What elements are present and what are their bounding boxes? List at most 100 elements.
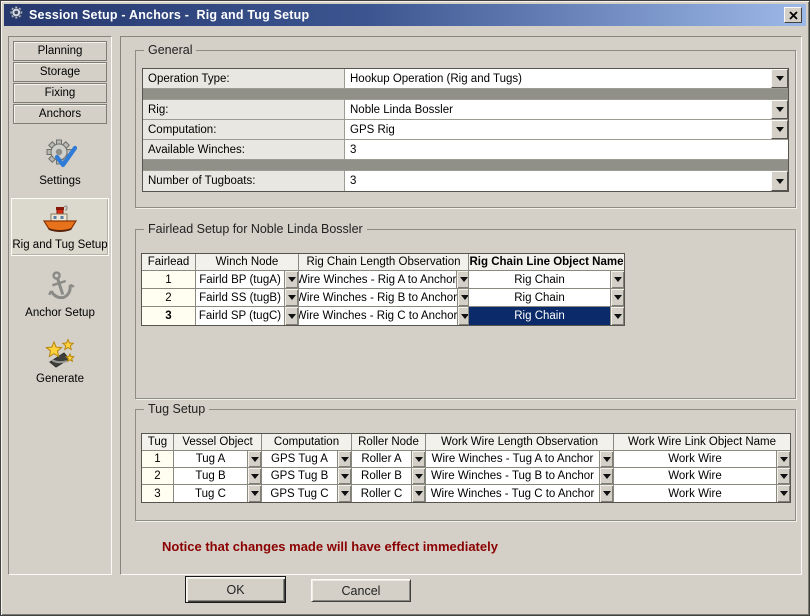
chevron-down-icon bbox=[602, 456, 611, 462]
work-wire-length-observation-dropdown[interactable]: Wire Winches - Tug C to Anchor bbox=[426, 485, 614, 502]
sidebar-item-label: Rig and Tug Setup bbox=[12, 239, 108, 251]
vessel-object-dropdown[interactable]: Tug A bbox=[174, 451, 262, 468]
dropdown-arrow-button[interactable] bbox=[337, 451, 351, 467]
sidebar-item-generate[interactable]: Generate bbox=[11, 330, 109, 390]
dropdown-arrow-button[interactable] bbox=[247, 468, 261, 484]
sidebar-button-planning[interactable]: Planning bbox=[13, 41, 107, 61]
fairlead-number-cell: 3 bbox=[142, 307, 196, 325]
dropdown-arrow-button[interactable] bbox=[457, 289, 468, 306]
dropdown-value: Roller B bbox=[361, 470, 402, 482]
roller-node-dropdown[interactable]: Roller B bbox=[352, 468, 426, 485]
dropdown-arrow-button[interactable] bbox=[411, 451, 425, 467]
computation-dropdown[interactable]: GPS Tug C bbox=[262, 485, 352, 502]
rig-chain-length-observation-dropdown[interactable]: Wire Winches - Rig B to Anchor bbox=[299, 289, 469, 307]
chevron-down-icon bbox=[775, 178, 784, 184]
dropdown-arrow-button[interactable] bbox=[771, 100, 788, 119]
winch-node-dropdown[interactable]: Fairld BP (tugA) bbox=[196, 271, 299, 289]
winch-node-dropdown[interactable]: Fairld SP (tugC) bbox=[196, 307, 299, 325]
vessel-object-dropdown[interactable]: Tug B bbox=[174, 468, 262, 485]
dropdown-arrow-button[interactable] bbox=[337, 468, 351, 484]
rig-dropdown[interactable]: Noble Linda Bossler bbox=[345, 100, 788, 119]
chevron-down-icon bbox=[287, 295, 296, 300]
dropdown-value: Wire Winches - Rig B to Anchor bbox=[299, 291, 458, 304]
sidebar-item-settings[interactable]: Settings bbox=[11, 132, 109, 192]
work-wire-link-object-dropdown[interactable]: Work Wire bbox=[614, 485, 790, 502]
dropdown-value: GPS Tug B bbox=[270, 470, 329, 482]
rig-chain-length-observation-dropdown[interactable]: Wire Winches - Rig C to Anchor bbox=[299, 307, 469, 325]
fairlead-table: Fairlead Winch Node Rig Chain Length Obs… bbox=[141, 253, 625, 326]
dropdown-arrow-button[interactable] bbox=[247, 485, 261, 502]
field-label: Available Winches: bbox=[143, 140, 345, 159]
fairlead-header-row: Fairlead Winch Node Rig Chain Length Obs… bbox=[142, 254, 624, 271]
chevron-down-icon bbox=[775, 107, 784, 112]
chevron-down-icon bbox=[340, 473, 349, 479]
winch-node-dropdown[interactable]: Fairld SS (tugB) bbox=[196, 289, 299, 307]
vessel-object-dropdown[interactable]: Tug C bbox=[174, 485, 262, 502]
sidebar-items: Settings Rig and Tug Setup bbox=[9, 132, 111, 390]
dropdown-value: Tug C bbox=[195, 487, 226, 500]
rig-chain-length-observation-dropdown[interactable]: Wire Winches - Rig A to Anchor bbox=[299, 271, 469, 289]
sidebar-item-rig-and-tug-setup[interactable]: Rig and Tug Setup bbox=[11, 198, 109, 256]
dropdown-arrow-button[interactable] bbox=[610, 289, 624, 306]
chevron-down-icon bbox=[340, 491, 349, 496]
ok-button[interactable]: OK bbox=[185, 576, 286, 603]
sidebar-item-label: Settings bbox=[39, 175, 81, 187]
dropdown-arrow-button[interactable] bbox=[247, 451, 261, 467]
tug-group-title: Tug Setup bbox=[144, 402, 210, 416]
close-button[interactable] bbox=[784, 7, 802, 23]
dropdown-arrow-button[interactable] bbox=[411, 468, 425, 484]
sidebar-item-anchor-setup[interactable]: Anchor Setup bbox=[11, 262, 109, 324]
field-label: Rig: bbox=[143, 100, 345, 119]
cancel-button[interactable]: Cancel bbox=[311, 579, 411, 602]
dropdown-arrow-button[interactable] bbox=[284, 271, 298, 288]
dropdown-arrow-button[interactable] bbox=[771, 120, 788, 139]
chevron-down-icon bbox=[287, 277, 296, 282]
dropdown-arrow-button[interactable] bbox=[599, 468, 613, 484]
dropdown-value: 3 bbox=[350, 175, 357, 187]
tug-group: Tug Setup Tug Vessel Object Computation … bbox=[135, 402, 796, 521]
operation-type-dropdown[interactable]: Hookup Operation (Rig and Tugs) bbox=[345, 69, 788, 88]
general-group: General Operation Type: Hookup Operation… bbox=[135, 43, 796, 208]
dropdown-arrow-button[interactable] bbox=[610, 271, 624, 288]
dropdown-value: GPS Tug A bbox=[271, 453, 328, 465]
number-of-tugboats-dropdown[interactable]: 3 bbox=[345, 171, 788, 191]
dropdown-value: Wire Winches - Rig A to Anchor bbox=[299, 273, 457, 286]
sidebar-button-fixing[interactable]: Fixing bbox=[13, 83, 107, 103]
computation-dropdown[interactable]: GPS Tug A bbox=[262, 451, 352, 468]
roller-node-dropdown[interactable]: Roller C bbox=[352, 485, 426, 502]
dropdown-value: Tug B bbox=[195, 470, 226, 482]
dropdown-arrow-button[interactable] bbox=[776, 485, 790, 502]
dropdown-arrow-button[interactable] bbox=[599, 451, 613, 467]
column-header: Roller Node bbox=[352, 434, 426, 451]
rig-chain-line-object-dropdown-selected[interactable]: Rig Chain bbox=[469, 307, 624, 325]
generate-stars-icon bbox=[43, 338, 77, 369]
dropdown-arrow-button[interactable] bbox=[771, 171, 788, 191]
column-header: Winch Node bbox=[196, 254, 299, 271]
dropdown-arrow-button[interactable] bbox=[776, 451, 790, 467]
dropdown-arrow-button[interactable] bbox=[610, 307, 624, 325]
rig-chain-line-object-dropdown[interactable]: Rig Chain bbox=[469, 271, 624, 289]
dropdown-arrow-button[interactable] bbox=[599, 485, 613, 502]
work-wire-length-observation-dropdown[interactable]: Wire Winches - Tug B to Anchor bbox=[426, 468, 614, 485]
work-wire-length-observation-dropdown[interactable]: Wire Winches - Tug A to Anchor bbox=[426, 451, 614, 468]
work-wire-link-object-dropdown[interactable]: Work Wire bbox=[614, 451, 790, 468]
dropdown-arrow-button[interactable] bbox=[776, 468, 790, 484]
dropdown-arrow-button[interactable] bbox=[284, 307, 298, 325]
rig-chain-line-object-dropdown[interactable]: Rig Chain bbox=[469, 289, 624, 307]
field-label: Operation Type: bbox=[143, 69, 345, 88]
dropdown-value: Rig Chain bbox=[469, 307, 610, 325]
dropdown-arrow-button[interactable] bbox=[284, 289, 298, 306]
dropdown-arrow-button[interactable] bbox=[411, 485, 425, 502]
available-winches-field[interactable]: 3 bbox=[345, 140, 788, 159]
fairlead-number-cell: 1 bbox=[142, 271, 196, 289]
dropdown-arrow-button[interactable] bbox=[337, 485, 351, 502]
dropdown-arrow-button[interactable] bbox=[771, 69, 788, 88]
computation-dropdown[interactable]: GPS Rig bbox=[345, 120, 788, 139]
computation-dropdown[interactable]: GPS Tug B bbox=[262, 468, 352, 485]
sidebar-button-storage[interactable]: Storage bbox=[13, 62, 107, 82]
dropdown-arrow-button[interactable] bbox=[457, 307, 468, 325]
work-wire-link-object-dropdown[interactable]: Work Wire bbox=[614, 468, 790, 485]
sidebar-button-anchors[interactable]: Anchors bbox=[13, 104, 107, 124]
dropdown-arrow-button[interactable] bbox=[456, 271, 468, 288]
roller-node-dropdown[interactable]: Roller A bbox=[352, 451, 426, 468]
